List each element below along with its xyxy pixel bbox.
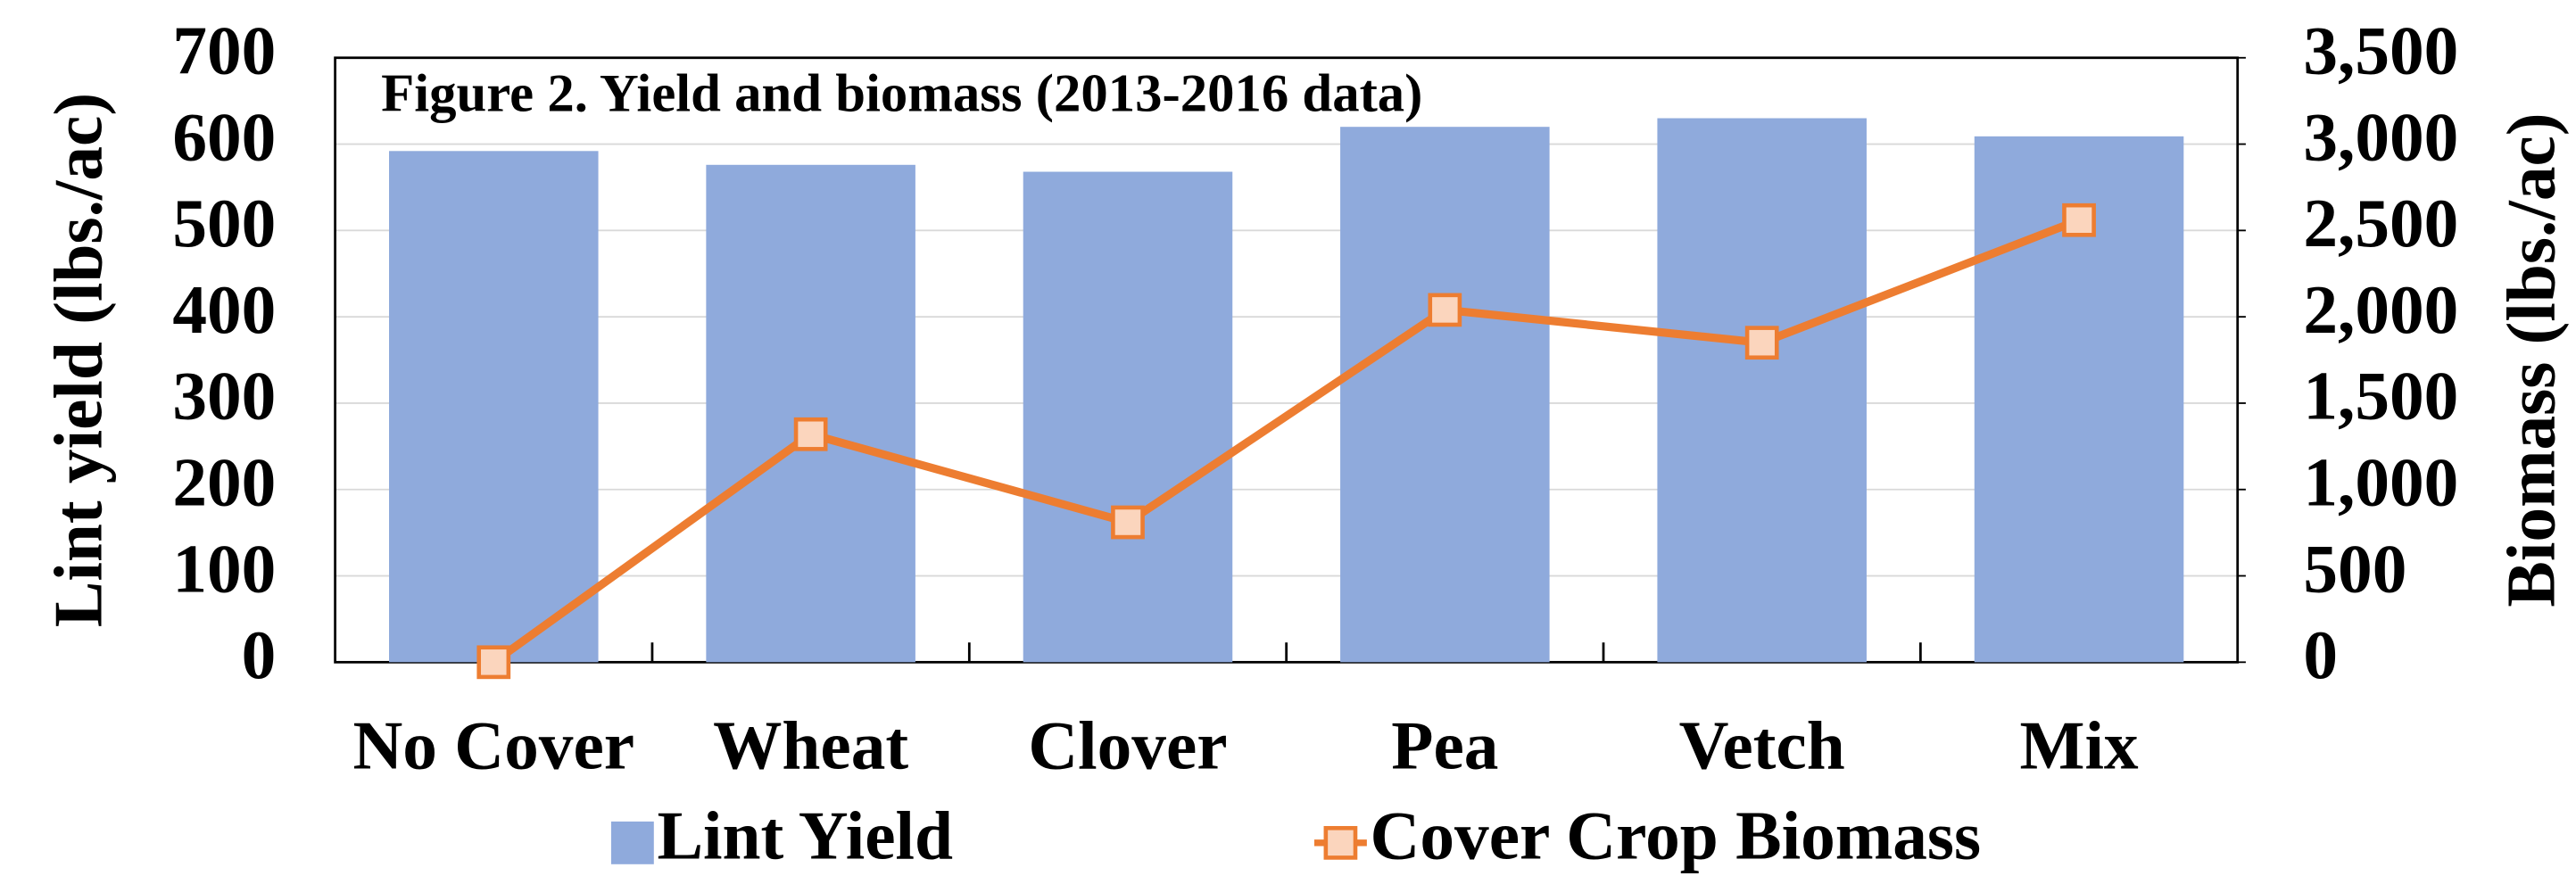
legend-label: Lint Yield <box>657 797 953 874</box>
y2-tick-label: 1,000 <box>2303 443 2458 520</box>
marker <box>793 417 828 451</box>
y-tick-label: 500 <box>172 185 276 261</box>
legend-swatch <box>1323 825 1358 860</box>
chart-title: Figure 2. Yield and biomass (2013-2016 d… <box>381 64 1422 124</box>
y2-tick-label: 3,000 <box>2303 98 2458 175</box>
marker <box>2062 202 2096 237</box>
y-tick-label: 600 <box>172 98 276 175</box>
y2-tick-label: 2,500 <box>2303 185 2458 261</box>
marker <box>1428 293 1462 327</box>
y2-axis-title: Biomass (lbs./ac) <box>2492 112 2569 607</box>
y-axis-title: Lint yield (lbs./ac) <box>39 93 116 627</box>
marker <box>1111 505 1145 540</box>
y2-tick-label: 0 <box>2303 616 2338 693</box>
x-tick-label: No Cover <box>352 707 634 783</box>
x-tick-label: Vetch <box>1679 707 1845 783</box>
y-tick-label: 700 <box>172 12 276 89</box>
x-tick-label: Pea <box>1391 707 1498 783</box>
marker <box>1744 326 1779 360</box>
legend-swatch <box>610 821 654 864</box>
marker <box>476 645 511 680</box>
y2-tick-label: 2,000 <box>2303 271 2458 348</box>
y2-tick-label: 3,500 <box>2303 12 2458 89</box>
bar <box>389 151 599 663</box>
x-tick-label: Wheat <box>713 707 908 783</box>
y-tick-label: 200 <box>172 443 276 520</box>
y-tick-label: 100 <box>172 530 276 607</box>
x-tick-label: Mix <box>2019 707 2138 783</box>
x-tick-label: Clover <box>1028 707 1227 783</box>
bar <box>1340 127 1550 663</box>
y-tick-label: 300 <box>172 358 276 434</box>
bar <box>1657 118 1867 663</box>
y-tick-label: 400 <box>172 271 276 348</box>
legend-label: Cover Crop Biomass <box>1371 797 1982 874</box>
y2-tick-label: 500 <box>2303 530 2406 607</box>
bar <box>1023 171 1233 663</box>
line <box>491 216 2081 666</box>
y-tick-label: 0 <box>242 616 277 693</box>
y2-tick-label: 1,500 <box>2303 358 2458 434</box>
bar <box>706 164 915 663</box>
